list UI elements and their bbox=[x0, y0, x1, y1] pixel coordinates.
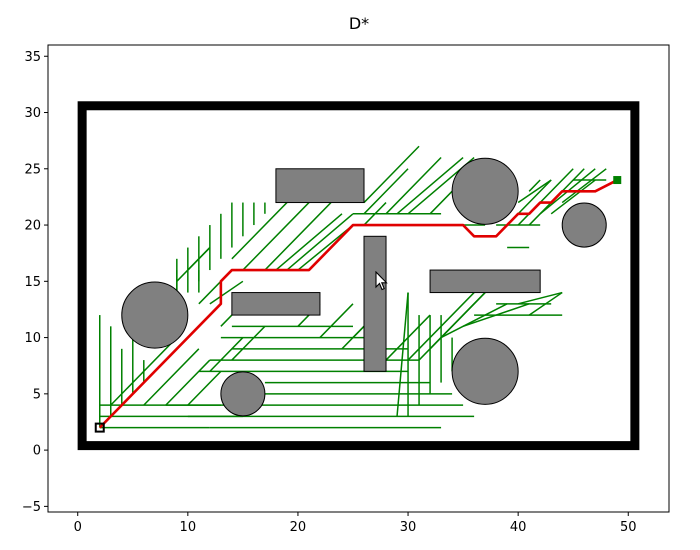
explored-branch bbox=[198, 280, 222, 305]
explored-branch bbox=[517, 168, 574, 226]
explored-branch bbox=[440, 303, 508, 339]
explored-branch bbox=[407, 292, 475, 361]
mouse-cursor-icon bbox=[375, 271, 388, 291]
explored-branch bbox=[363, 145, 420, 204]
start-marker bbox=[94, 422, 105, 433]
y-tick-label: 0 bbox=[33, 444, 41, 459]
explored-branch bbox=[297, 224, 354, 271]
planned-path bbox=[98, 178, 618, 429]
explored-branch bbox=[143, 348, 200, 406]
goal-marker bbox=[613, 176, 622, 185]
explored-branch bbox=[561, 168, 607, 204]
explored-branch bbox=[209, 280, 244, 305]
explored-branch bbox=[209, 337, 244, 372]
y-tick-label: 35 bbox=[24, 50, 41, 65]
axes-border bbox=[47, 44, 670, 513]
y-tick-label: 5 bbox=[33, 387, 41, 402]
markers bbox=[94, 176, 622, 433]
explored-branch bbox=[187, 247, 211, 271]
planned-path-layer bbox=[98, 178, 618, 429]
y-tick-label: 10 bbox=[24, 331, 41, 346]
y-tick-label: 15 bbox=[24, 275, 41, 290]
explored-branch bbox=[319, 303, 354, 339]
explored-branch bbox=[385, 314, 431, 361]
explored-branch bbox=[242, 202, 310, 271]
explored-branch bbox=[517, 179, 552, 204]
y-tick-label: −5 bbox=[22, 500, 41, 515]
axis-ticks: 0 10 20 30 40 50 −5 0 5 10 15 20 25 30 35 bbox=[22, 50, 637, 535]
x-tick-label: 0 bbox=[74, 520, 82, 535]
x-tick-label: 10 bbox=[180, 520, 197, 535]
y-tick-label: 30 bbox=[24, 106, 41, 121]
explored-branch bbox=[165, 359, 211, 406]
explored-branch bbox=[275, 213, 343, 271]
boundary-wall bbox=[77, 101, 640, 451]
circle-obstacle bbox=[121, 281, 189, 349]
rect-obstacle bbox=[275, 168, 365, 204]
explored-branch bbox=[528, 291, 563, 316]
x-tick-label: 50 bbox=[620, 520, 637, 535]
explored-branch bbox=[264, 202, 332, 271]
circle-obstacle bbox=[451, 337, 519, 405]
explored-branch bbox=[429, 190, 453, 215]
y-tick-label: 20 bbox=[24, 219, 41, 234]
circle-obstacle bbox=[220, 371, 266, 417]
obstacles bbox=[121, 157, 607, 417]
explored-branch bbox=[528, 179, 541, 192]
x-tick-label: 20 bbox=[290, 520, 307, 535]
rect-obstacle bbox=[231, 292, 321, 316]
explored-branch bbox=[286, 213, 354, 271]
explored-branch bbox=[396, 156, 464, 215]
explored-branch bbox=[110, 337, 178, 406]
x-tick-label: 40 bbox=[510, 520, 527, 535]
rect-obstacle bbox=[363, 235, 387, 372]
explored-branch bbox=[517, 291, 563, 305]
explored-branch bbox=[187, 370, 222, 406]
chart-title: D* bbox=[348, 14, 370, 33]
rect-obstacle bbox=[429, 269, 541, 294]
x-tick-label: 30 bbox=[400, 520, 417, 535]
explored-branch bbox=[550, 179, 596, 215]
circle-obstacle bbox=[451, 157, 519, 225]
explored-branch bbox=[396, 292, 409, 417]
axes-frame bbox=[47, 44, 670, 513]
y-tick-label: 25 bbox=[24, 162, 41, 177]
explored-branch bbox=[231, 325, 266, 361]
circle-obstacle bbox=[561, 202, 607, 248]
explored-branch bbox=[385, 157, 442, 215]
explored-branch bbox=[363, 168, 409, 215]
